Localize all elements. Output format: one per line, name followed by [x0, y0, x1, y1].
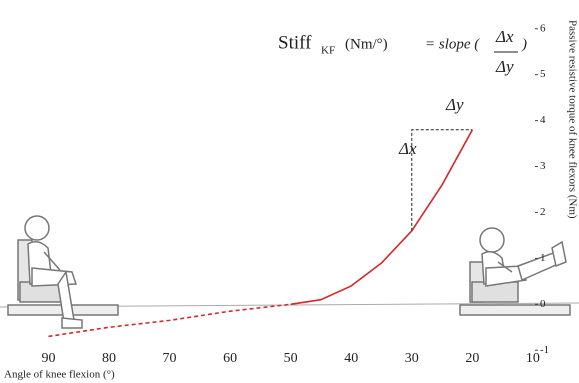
x-tick-label: 40: [344, 351, 358, 366]
formula-unit: (Nm/°): [345, 36, 388, 52]
formula-close: ): [521, 36, 527, 52]
y-tick-label: -1: [540, 344, 549, 356]
x-axis-label: Angle of knee flexion (°): [4, 369, 115, 381]
y-axis-label: Passive resistive torque of knee flexors…: [566, 20, 578, 219]
formula-eq: = slope (: [425, 36, 480, 52]
plot: 90 80 70 60 50 40 30 20 10-1 0 1 2 3 4 5 6: [41, 22, 549, 366]
y-tick-label: 4: [540, 114, 546, 126]
x-tick-label: 20: [465, 351, 479, 366]
formula-num: Δx: [495, 27, 514, 46]
formula-den: Δy: [495, 57, 514, 76]
delta-x: Δx: [398, 139, 417, 158]
x-tick-label: 50: [284, 351, 298, 366]
y-tick-label: 0: [540, 298, 546, 310]
x-tick-label: 30: [405, 351, 419, 366]
formula-sub: KF: [321, 45, 335, 57]
x-tick-label: 80: [102, 351, 116, 366]
data-line: [290, 129, 474, 306]
delta-y: Δy: [445, 95, 464, 114]
x-tick-label: 10: [526, 351, 540, 366]
figure-flexed: [7, 215, 119, 329]
figure-extended: [459, 227, 571, 316]
slope-guide: [411, 129, 473, 231]
y-tick-label: 2: [540, 206, 546, 218]
x-tick-label: 60: [223, 351, 237, 366]
y-tick-label: 3: [540, 160, 546, 172]
data-line: [48, 303, 291, 338]
formula-main: Stiff: [278, 32, 312, 53]
x-tick-label: 70: [163, 351, 177, 366]
x-tick-label: 90: [41, 351, 55, 366]
y-tick-label: 1: [540, 252, 546, 264]
y-tick-label: 5: [540, 68, 546, 80]
y-tick-label: 6: [540, 22, 546, 34]
